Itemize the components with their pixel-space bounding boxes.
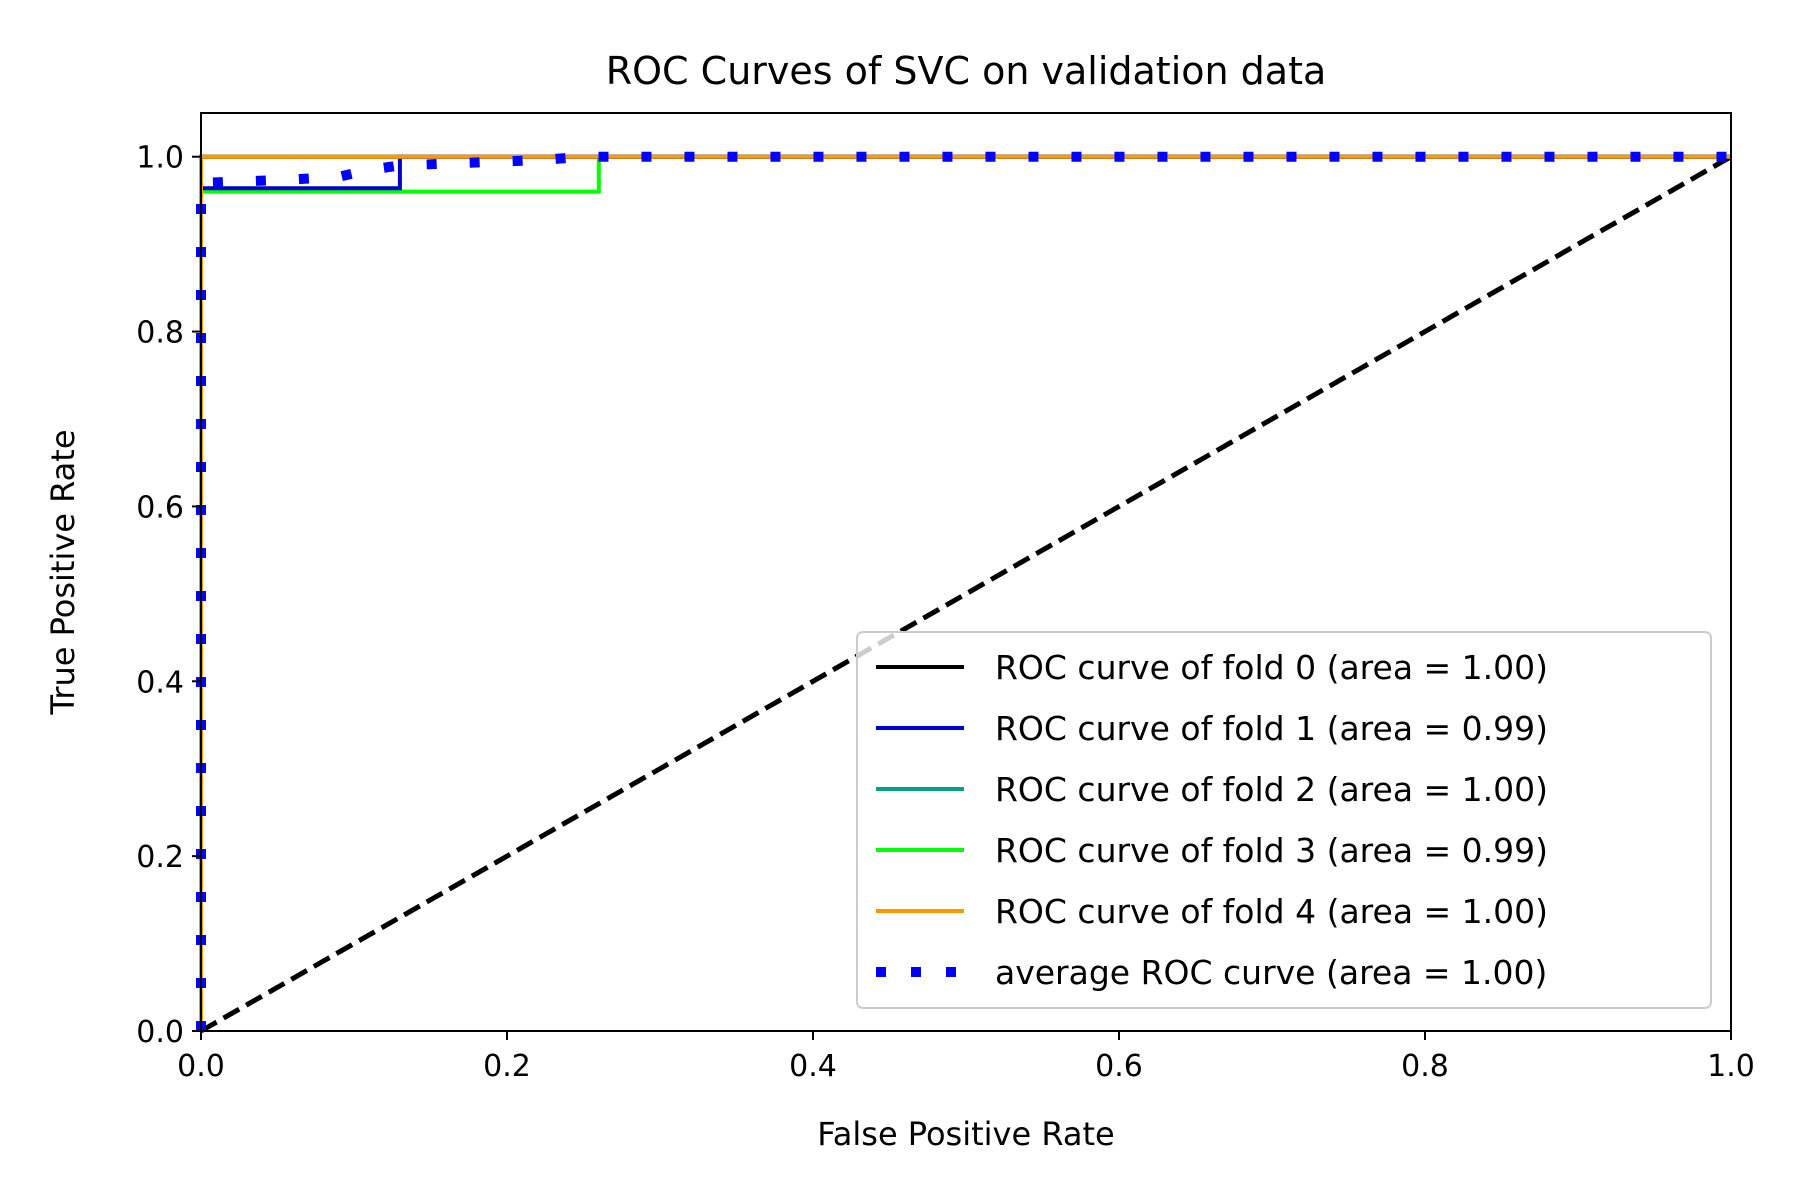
- y-tick-label: 0.2: [136, 840, 184, 875]
- chart-title: ROC Curves of SVC on validation data: [606, 49, 1327, 93]
- legend-box: [856, 631, 1712, 1009]
- legend: ROC curve of fold 0 (area = 1.00) ROC cur…: [856, 631, 1712, 1009]
- y-axis-label: True Positive Rate: [44, 429, 82, 715]
- legend-label: ROC curve of fold 4 (area = 1.00): [995, 892, 1548, 931]
- x-tick-label: 0.6: [1095, 1049, 1143, 1084]
- x-tick-label: 0.0: [177, 1049, 225, 1084]
- x-tick-label: 0.8: [1401, 1049, 1449, 1084]
- x-tick-label: 0.4: [789, 1049, 837, 1084]
- y-tick-label: 1.0: [136, 141, 184, 176]
- chance-diagonal-line: [199, 154, 1733, 1034]
- x-axis-label: False Positive Rate: [817, 1115, 1114, 1153]
- legend-label: ROC curve of fold 3 (area = 0.99): [995, 831, 1548, 870]
- y-tick-label: 0.0: [136, 1015, 184, 1050]
- legend-label: ROC curve of fold 0 (area = 1.00): [995, 648, 1548, 687]
- y-tick-label: 0.6: [136, 490, 184, 525]
- x-tick-label: 1.0: [1707, 1049, 1755, 1084]
- legend-label: average ROC curve (area = 1.00): [995, 953, 1547, 992]
- legend-label: ROC curve of fold 2 (area = 1.00): [995, 770, 1548, 809]
- axes: 0.0 0.2 0.4 0.6 0.8 1.0 0.0 0.2 0.4 0.6 0.8 1.0: [136, 141, 1755, 1084]
- y-tick-label: 0.8: [136, 316, 184, 351]
- legend-label: ROC curve of fold 1 (area = 0.99): [995, 709, 1548, 748]
- x-tick-label: 0.2: [483, 1049, 531, 1084]
- y-tick-label: 0.4: [136, 665, 184, 700]
- plot-frame: [200, 112, 1732, 1032]
